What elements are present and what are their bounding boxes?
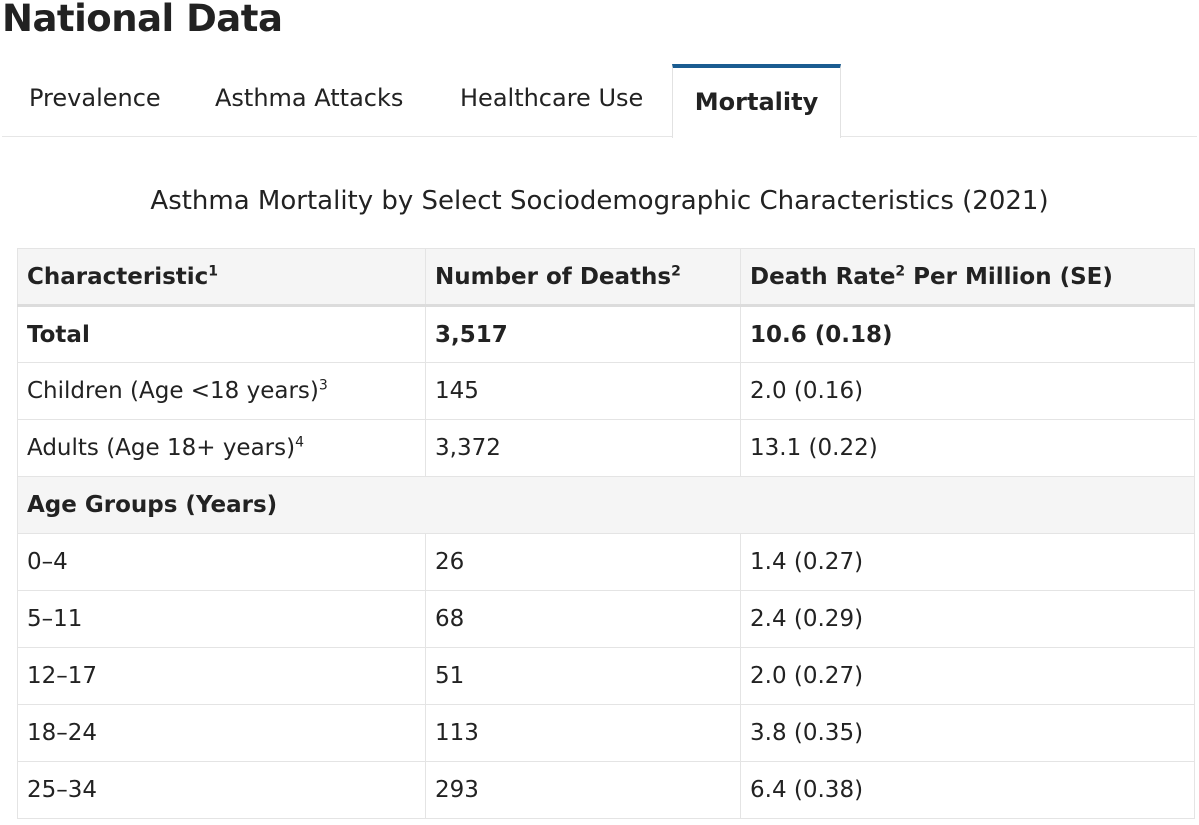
table-row: Adults (Age 18+ years)4 3,372 13.1 (0.22… bbox=[17, 419, 1195, 477]
cell-characteristic: Adults (Age 18+ years)4 bbox=[17, 419, 426, 477]
table-row: 25–34 293 6.4 (0.38) bbox=[17, 761, 1195, 819]
header-characteristic: Characteristic1 bbox=[17, 248, 426, 307]
cell-rate: 6.4 (0.38) bbox=[740, 761, 1195, 819]
cell-characteristic: 5–11 bbox=[17, 590, 426, 648]
cell-deaths: 3,517 bbox=[425, 305, 741, 363]
cell-rate: 2.0 (0.27) bbox=[740, 647, 1195, 705]
table-row: 18–24 113 3.8 (0.35) bbox=[17, 704, 1195, 762]
cell-deaths: 293 bbox=[425, 761, 741, 819]
table-row: 5–11 68 2.4 (0.29) bbox=[17, 590, 1195, 648]
cell-rate: 1.4 (0.27) bbox=[740, 533, 1195, 591]
cell-rate: 13.1 (0.22) bbox=[740, 419, 1195, 477]
tab-healthcare-use[interactable]: Healthcare Use bbox=[460, 84, 644, 112]
header-death-rate: Death Rate2 Per Million (SE) bbox=[740, 248, 1195, 307]
page-title: National Data bbox=[2, 0, 283, 40]
table-row: 0–4 26 1.4 (0.27) bbox=[17, 533, 1195, 591]
table-row: Children (Age <18 years)3 145 2.0 (0.16) bbox=[17, 362, 1195, 420]
tab-prevalence[interactable]: Prevalence bbox=[29, 84, 161, 112]
tab-mortality[interactable]: Mortality bbox=[672, 64, 841, 138]
cell-deaths: 145 bbox=[425, 362, 741, 420]
table-row: 12–17 51 2.0 (0.27) bbox=[17, 647, 1195, 705]
cell-characteristic: Children (Age <18 years)3 bbox=[17, 362, 426, 420]
cell-deaths: 26 bbox=[425, 533, 741, 591]
header-number-of-deaths: Number of Deaths2 bbox=[425, 248, 741, 307]
cell-deaths: 113 bbox=[425, 704, 741, 762]
cell-deaths: 3,372 bbox=[425, 419, 741, 477]
cell-characteristic: 12–17 bbox=[17, 647, 426, 705]
cell-rate: 3.8 (0.35) bbox=[740, 704, 1195, 762]
cell-rate: 10.6 (0.18) bbox=[740, 305, 1195, 363]
table-section-row: Age Groups (Years) bbox=[17, 476, 1195, 534]
cell-deaths: 51 bbox=[425, 647, 741, 705]
cell-deaths: 68 bbox=[425, 590, 741, 648]
table-header-row: Characteristic1 Number of Deaths2 Death … bbox=[17, 248, 1195, 307]
cell-rate: 2.0 (0.16) bbox=[740, 362, 1195, 420]
cell-characteristic: 18–24 bbox=[17, 704, 426, 762]
tab-bar: Prevalence Asthma Attacks Healthcare Use… bbox=[2, 64, 1197, 138]
mortality-table: Characteristic1 Number of Deaths2 Death … bbox=[17, 248, 1195, 819]
table-row-total: Total 3,517 10.6 (0.18) bbox=[17, 305, 1195, 363]
cell-characteristic: 0–4 bbox=[17, 533, 426, 591]
table-caption: Asthma Mortality by Select Sociodemograp… bbox=[150, 186, 1049, 216]
section-label: Age Groups (Years) bbox=[17, 476, 1195, 534]
cell-characteristic: Total bbox=[17, 305, 426, 363]
cell-characteristic: 25–34 bbox=[17, 761, 426, 819]
tab-asthma-attacks[interactable]: Asthma Attacks bbox=[215, 84, 404, 112]
cell-rate: 2.4 (0.29) bbox=[740, 590, 1195, 648]
